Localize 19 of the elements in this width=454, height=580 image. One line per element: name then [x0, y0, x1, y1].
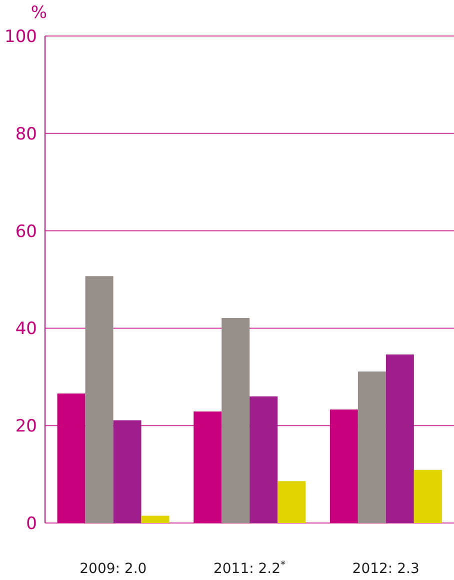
x-tick-label: 2011: 2.2$^{*}$	[213, 560, 286, 577]
x-tick-label: 2009: 2.0	[80, 561, 147, 577]
bar	[386, 354, 414, 523]
y-tick-label: 80	[15, 124, 37, 144]
bar	[278, 481, 306, 523]
y-tick-label: 0	[26, 514, 37, 534]
y-tick-label: 20	[15, 416, 37, 437]
bar	[113, 420, 142, 523]
y-tick-label: 100	[4, 27, 37, 48]
x-tick-label: 2012: 2.3	[352, 561, 420, 577]
bar	[85, 276, 114, 523]
bar	[222, 318, 250, 523]
bar	[414, 470, 442, 523]
y-tick-label: 60	[15, 222, 37, 242]
bar	[358, 372, 386, 523]
bar	[141, 516, 170, 523]
bar	[250, 396, 278, 523]
y-axis-title: %	[30, 3, 47, 24]
y-tick-label: 40	[15, 319, 37, 340]
